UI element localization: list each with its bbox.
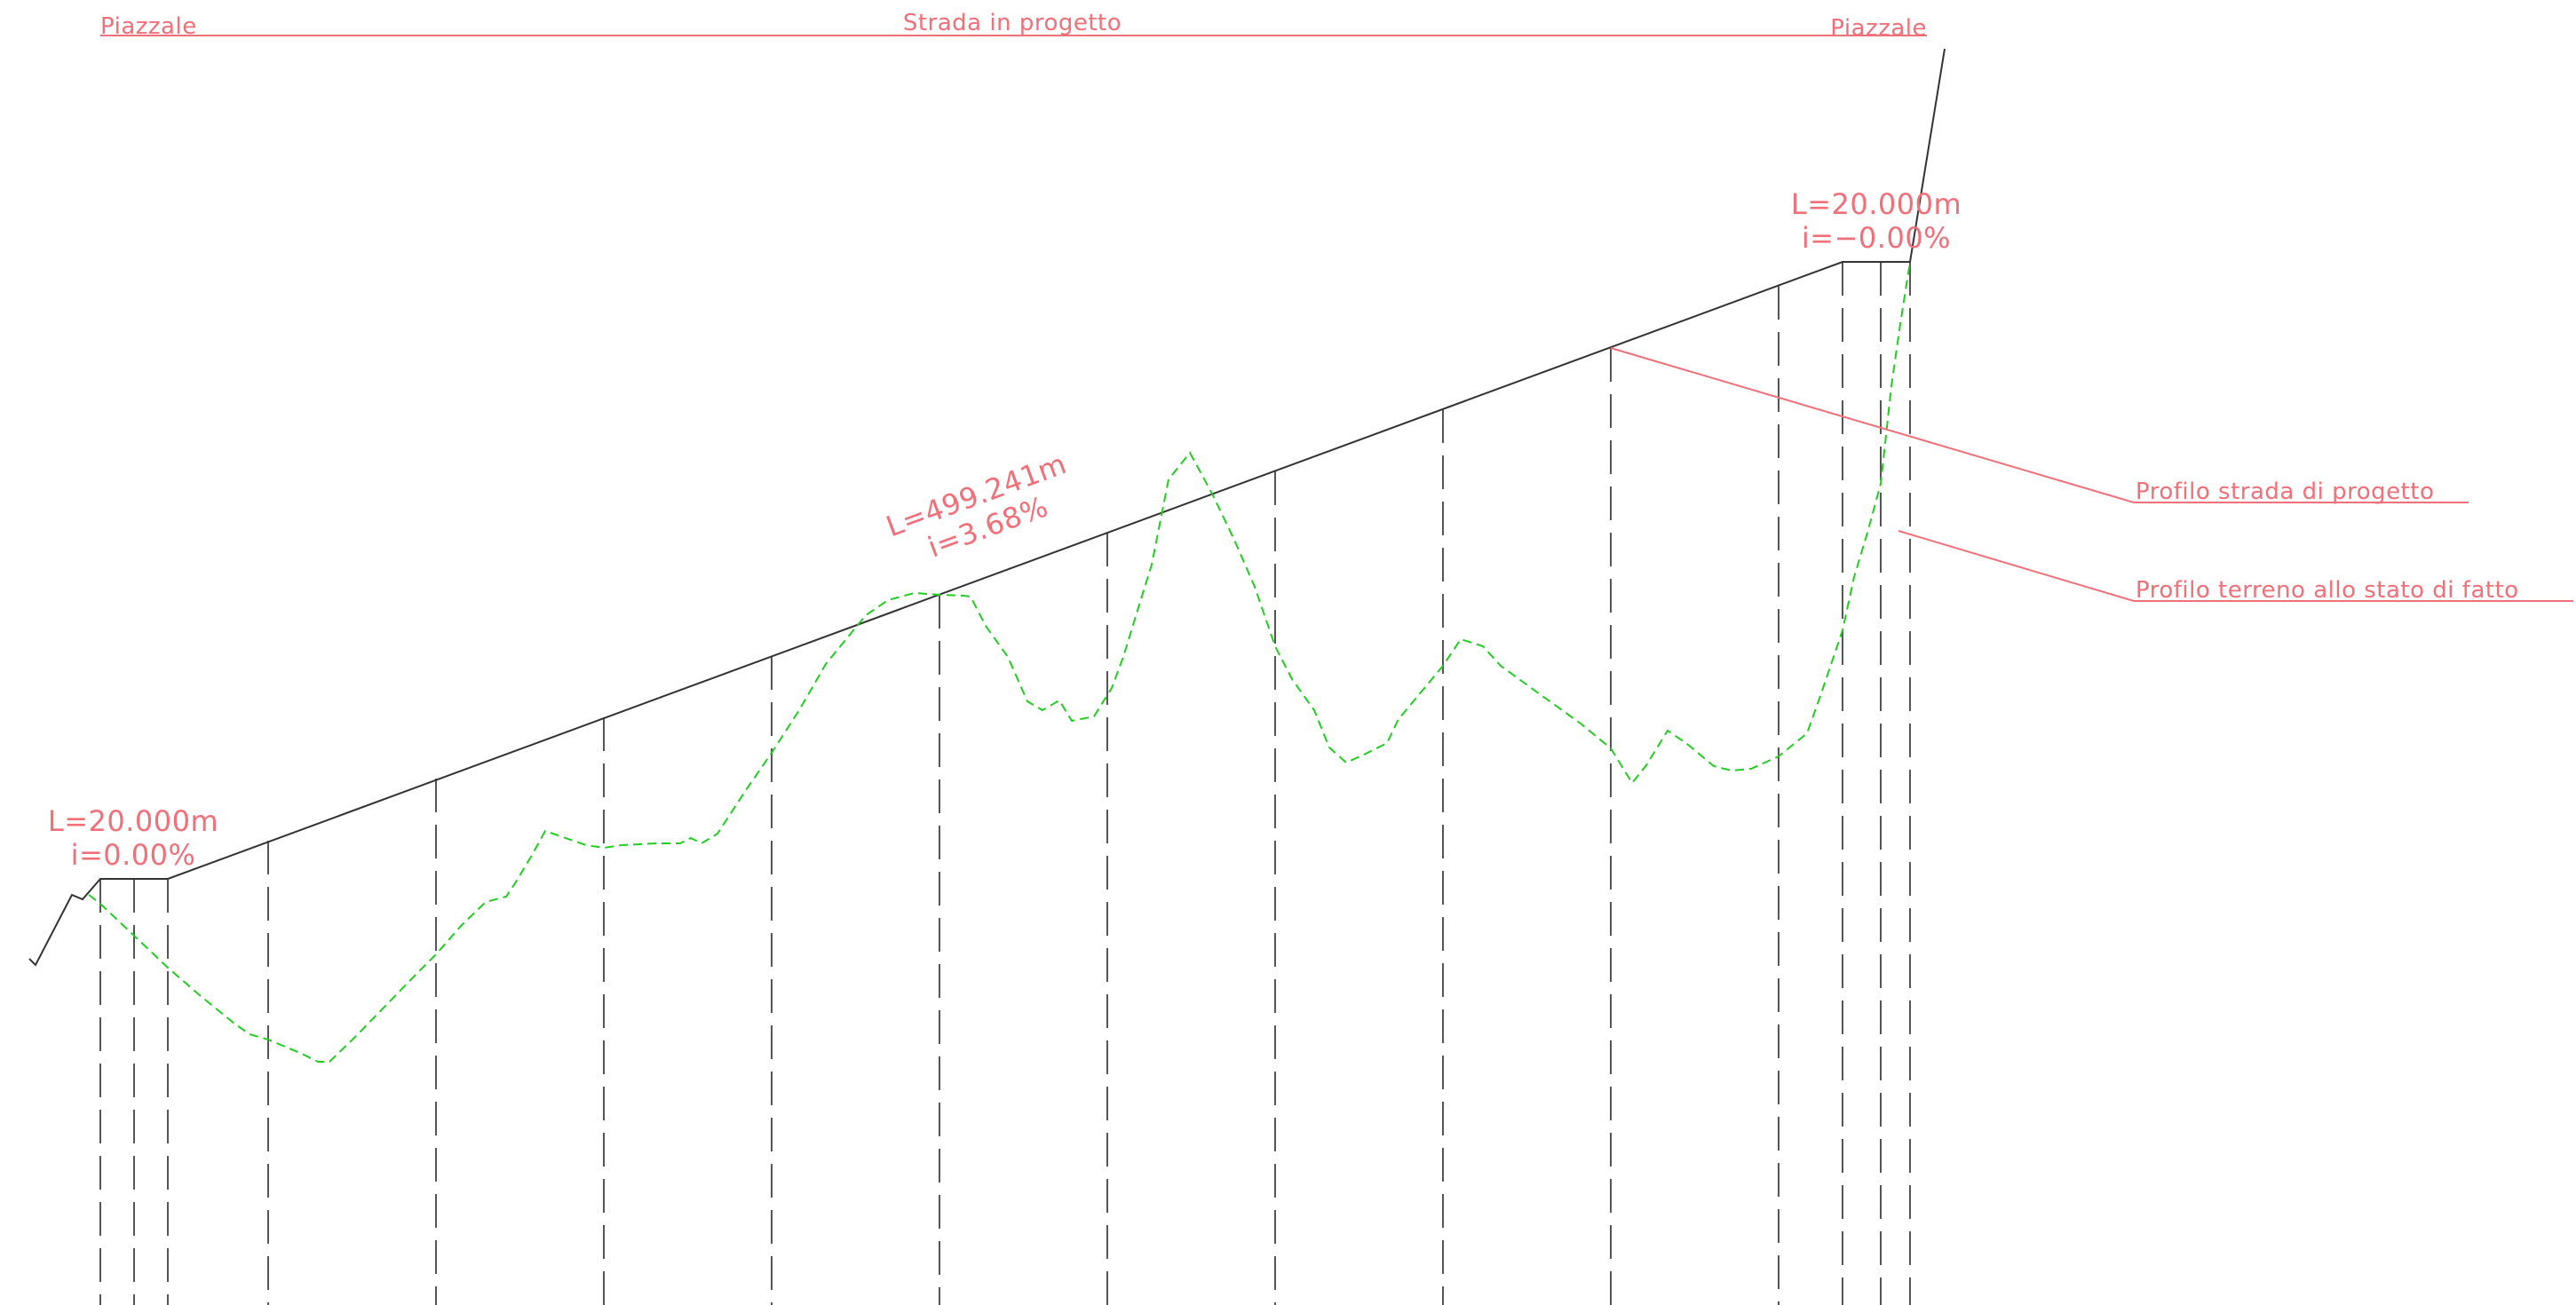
section-lines (99, 262, 1911, 1305)
legend-leader-project (1610, 347, 2469, 503)
start-segment-length: L=20.000m (48, 804, 218, 838)
project-road-embankment (1909, 48, 1946, 263)
legend-existing-terrain-label: Profilo terreno allo stato di fatto (2136, 577, 2519, 604)
header-center-label: Strada in progetto (903, 10, 1122, 36)
header-left-label: Piazzale (100, 13, 197, 40)
header-right-label: Piazzale (1830, 15, 1927, 42)
start-segment-slope: i=0.00% (71, 838, 196, 872)
project-road-profile (28, 261, 1910, 967)
legend-project-road-label: Profilo strada di progetto (2136, 478, 2434, 505)
end-segment-slope: i=−0.00% (1802, 221, 1951, 255)
terrain-profile (88, 261, 1911, 1063)
end-segment-length: L=20.000m (1791, 187, 1962, 221)
legend-leader-terrain (1898, 530, 2573, 602)
